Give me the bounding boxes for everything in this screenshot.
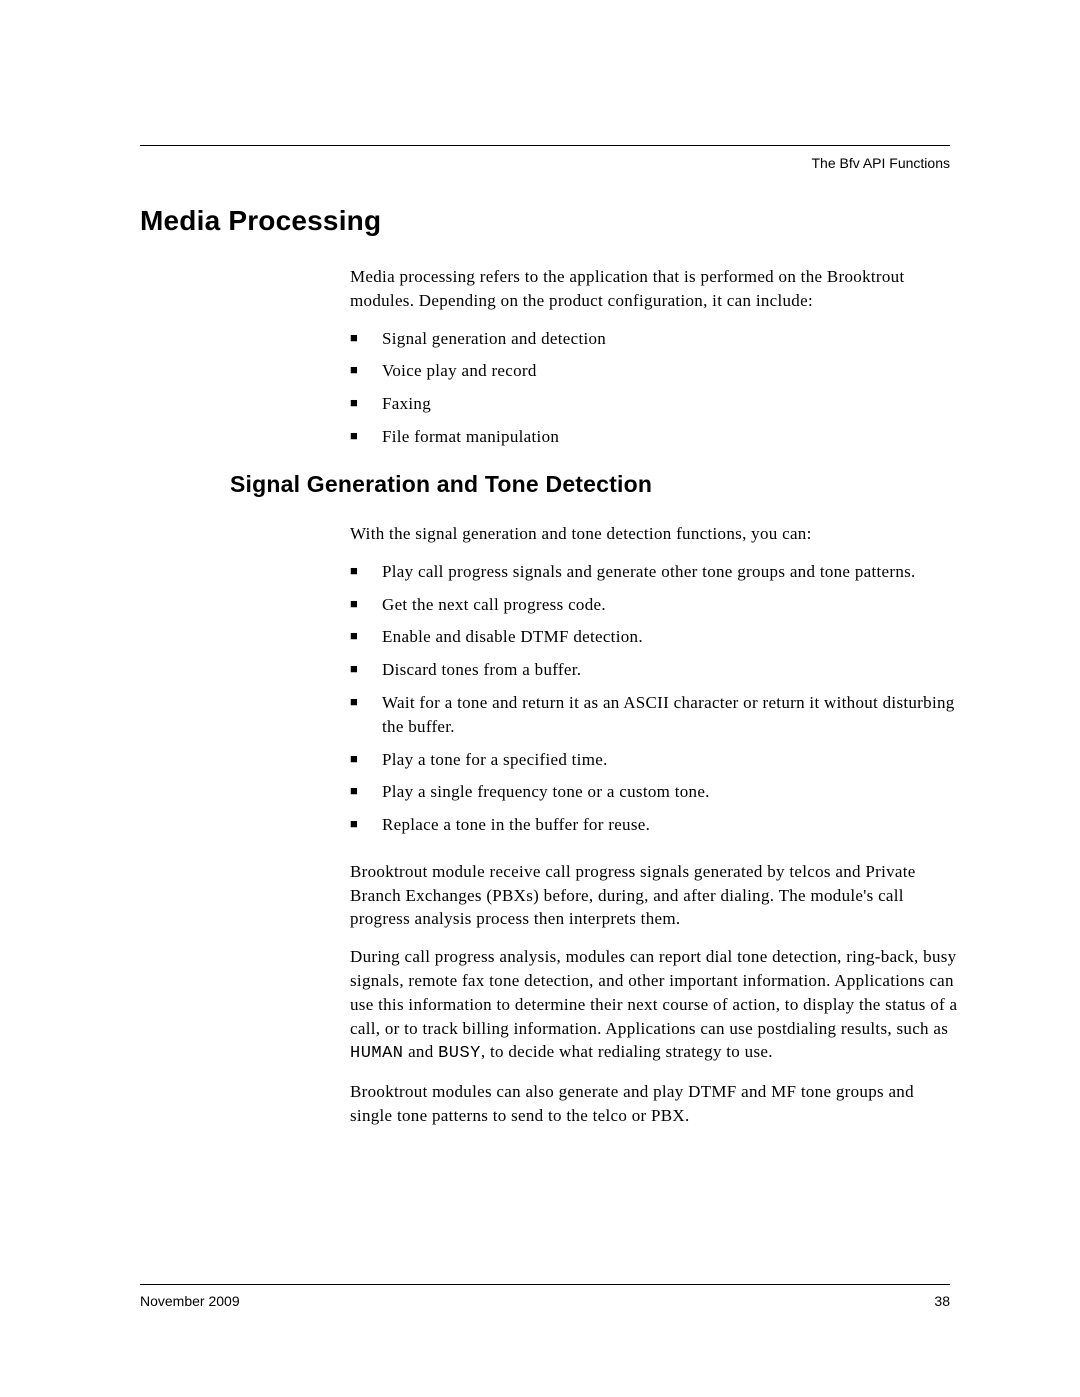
footer-date: November 2009 — [140, 1293, 240, 1309]
list-item: Get the next call progress code. — [350, 593, 960, 618]
footer-rule — [140, 1284, 950, 1285]
text-run: During call progress analysis, modules c… — [350, 947, 957, 1037]
paragraph: Brooktrout module receive call progress … — [350, 860, 960, 931]
list-item: Play a single frequency tone or a custom… — [350, 780, 960, 805]
sig-bullet-list: Play call progress signals and generate … — [350, 560, 960, 838]
list-item: Voice play and record — [350, 359, 960, 384]
body-block-2: With the signal generation and tone dete… — [350, 522, 960, 1128]
running-header: The Bfv API Functions — [811, 155, 950, 171]
list-item: Faxing — [350, 392, 960, 417]
text-run: , to decide what redialing strategy to u… — [481, 1042, 773, 1061]
list-item: Discard tones from a buffer. — [350, 658, 960, 683]
header-rule — [140, 145, 950, 146]
intro-paragraph: Media processing refers to the applicati… — [350, 265, 960, 313]
intro-bullet-list: Signal generation and detection Voice pl… — [350, 327, 960, 450]
paragraph: Brooktrout modules can also generate and… — [350, 1080, 960, 1128]
heading-2: Signal Generation and Tone Detection — [230, 471, 950, 498]
text-run: and — [404, 1042, 439, 1061]
code-text: HUMAN — [350, 1044, 404, 1063]
list-item: Play call progress signals and generate … — [350, 560, 960, 585]
list-item: Play a tone for a specified time. — [350, 748, 960, 773]
footer-page-number: 38 — [934, 1293, 950, 1309]
list-item: File format manipulation — [350, 425, 960, 450]
list-item: Signal generation and detection — [350, 327, 960, 352]
paragraph: During call progress analysis, modules c… — [350, 945, 960, 1066]
list-item: Enable and disable DTMF detection. — [350, 625, 960, 650]
list-item: Wait for a tone and return it as an ASCI… — [350, 691, 960, 740]
heading-1: Media Processing — [140, 205, 950, 237]
document-page: The Bfv API Functions Media Processing M… — [0, 0, 1080, 1397]
list-item: Replace a tone in the buffer for reuse. — [350, 813, 960, 838]
body-block-1: Media processing refers to the applicati… — [350, 265, 960, 449]
code-text: BUSY — [438, 1044, 481, 1063]
sig-intro-paragraph: With the signal generation and tone dete… — [350, 522, 960, 546]
